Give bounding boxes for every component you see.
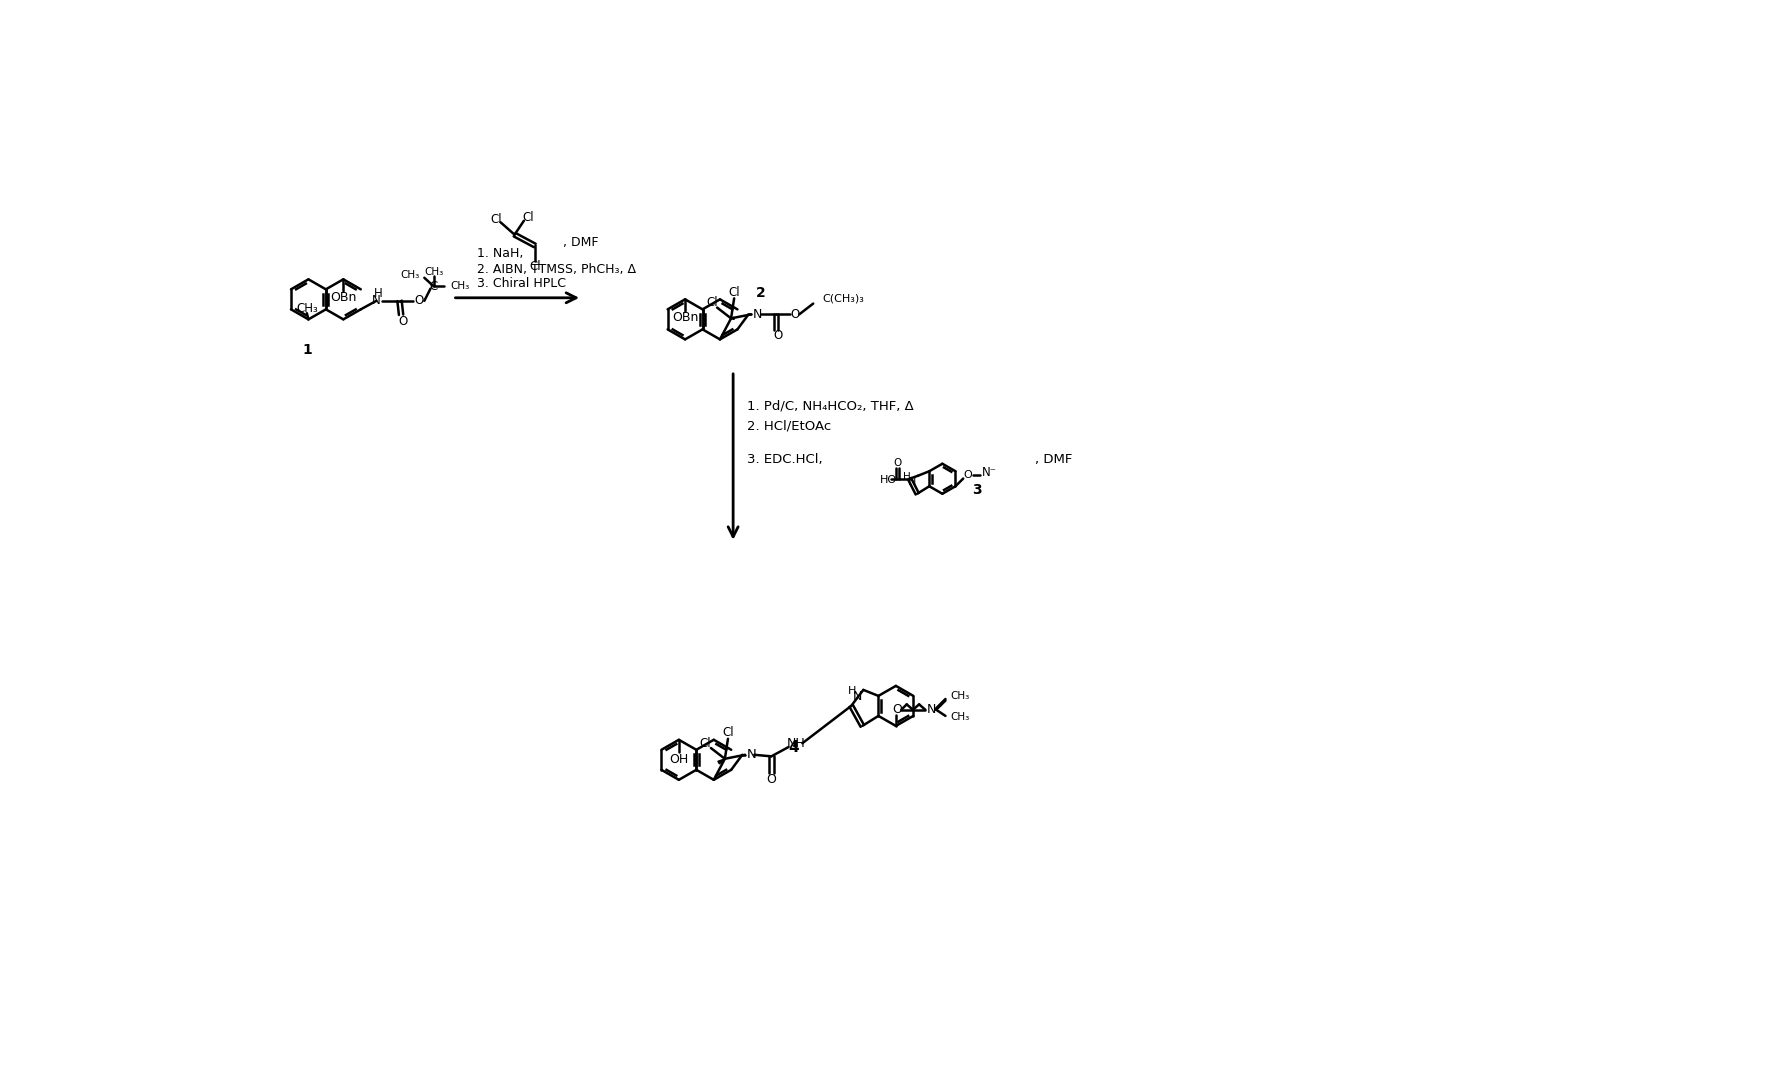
Text: , DMF: , DMF [1035, 453, 1073, 467]
Text: O: O [773, 330, 782, 342]
Text: Cl: Cl [523, 211, 534, 225]
Polygon shape [730, 317, 734, 320]
Text: HO: HO [879, 475, 897, 486]
Text: 2. AIBN, TTMSS, PhCH₃, Δ: 2. AIBN, TTMSS, PhCH₃, Δ [477, 263, 637, 276]
Text: H: H [374, 287, 383, 300]
Text: O: O [791, 308, 800, 321]
Text: H: H [847, 687, 856, 697]
Text: O: O [894, 458, 901, 469]
Text: O: O [415, 294, 424, 307]
Text: Cl: Cl [722, 727, 734, 739]
Text: N: N [908, 477, 917, 487]
Text: , DMF: , DMF [562, 235, 598, 249]
Text: O: O [892, 703, 902, 716]
Text: N⁻: N⁻ [982, 465, 996, 479]
Text: OBn: OBn [672, 311, 699, 324]
Text: CH₃: CH₃ [450, 281, 470, 291]
Text: O: O [397, 316, 408, 328]
Text: 1. Pd/C, NH₄HCO₂, THF, Δ: 1. Pd/C, NH₄HCO₂, THF, Δ [746, 399, 913, 412]
Text: 3: 3 [972, 483, 982, 496]
Text: OH: OH [668, 753, 688, 766]
Text: 3. EDC.HCl,: 3. EDC.HCl, [746, 453, 823, 467]
Text: CH₃: CH₃ [401, 270, 420, 279]
Text: Cl: Cl [699, 737, 711, 750]
Text: 2. HCl/EtOAc: 2. HCl/EtOAc [746, 419, 832, 432]
Text: O: O [766, 773, 777, 786]
Text: C(CH₃)₃: C(CH₃)₃ [823, 294, 865, 304]
Text: CH₃: CH₃ [950, 713, 970, 722]
Text: CH₃: CH₃ [950, 691, 970, 701]
Text: N: N [927, 703, 936, 716]
Text: C: C [429, 279, 438, 293]
Text: Cl: Cl [528, 260, 541, 274]
Text: Cl: Cl [707, 296, 718, 309]
Text: 1: 1 [301, 343, 312, 357]
Text: Cl: Cl [489, 213, 502, 226]
Polygon shape [718, 759, 725, 764]
Text: H: H [902, 472, 911, 483]
Text: 1. NaH,: 1. NaH, [477, 247, 523, 260]
Text: CH₃: CH₃ [424, 266, 443, 277]
Text: NH: NH [787, 737, 805, 750]
Text: OBn: OBn [330, 291, 356, 304]
Text: 4: 4 [787, 740, 798, 755]
Text: N: N [372, 294, 381, 307]
Text: O: O [963, 471, 972, 480]
Text: 3. Chiral HPLC: 3. Chiral HPLC [477, 277, 566, 290]
Text: 2: 2 [755, 286, 766, 301]
Text: Cl: Cl [729, 286, 739, 299]
Text: N: N [853, 689, 862, 703]
Text: CH₃: CH₃ [296, 302, 317, 315]
Text: N: N [754, 308, 762, 321]
Text: N: N [746, 748, 755, 761]
